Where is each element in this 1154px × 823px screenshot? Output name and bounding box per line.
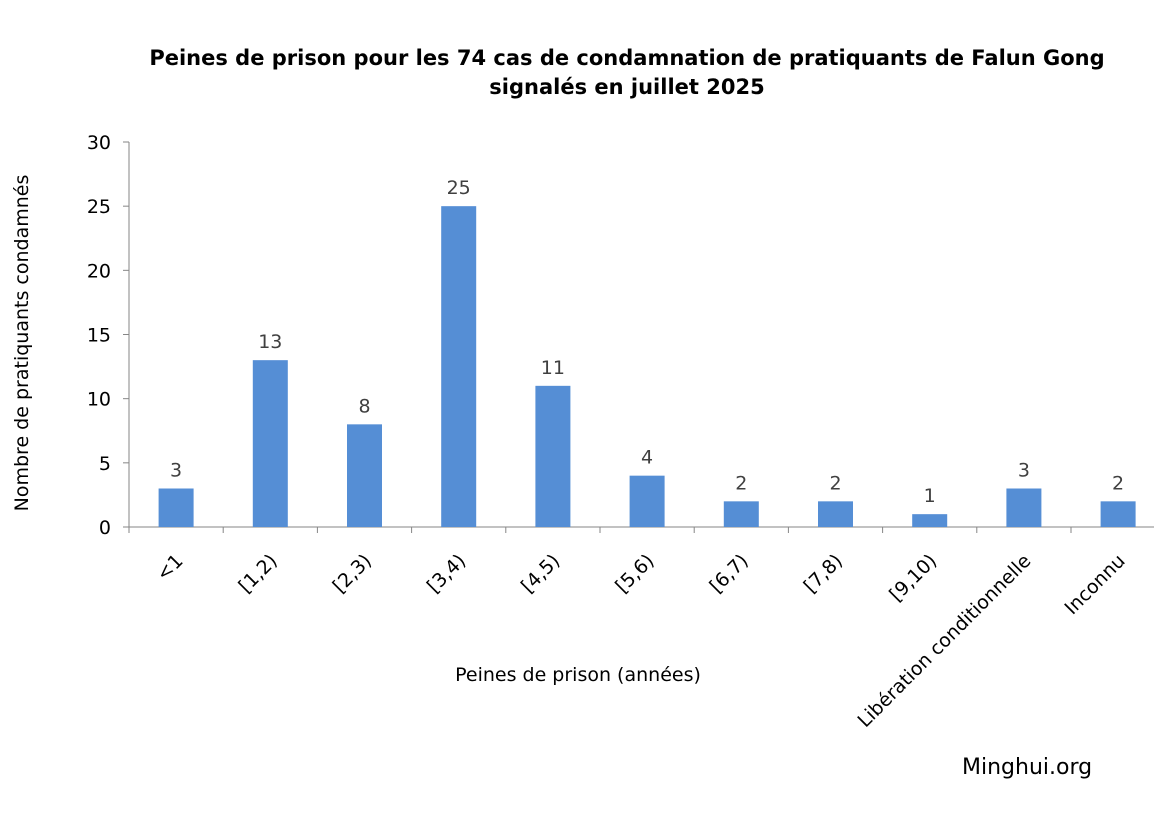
- x-tick-label: [4,5): [517, 550, 564, 597]
- bar: [1006, 488, 1042, 527]
- x-tick-label: [5,6): [611, 550, 658, 597]
- x-axis-title: Peines de prison (années): [455, 664, 701, 686]
- x-tick-label: Libération conditionnelle: [853, 550, 1035, 732]
- bar: [1100, 501, 1136, 527]
- data-label: 1: [924, 485, 936, 507]
- bar: [535, 385, 571, 527]
- chart-title-line-1: Peines de prison pour les 74 cas de cond…: [149, 46, 1105, 70]
- bar: [347, 424, 382, 527]
- bar: [723, 501, 759, 527]
- data-label: 2: [735, 472, 747, 494]
- data-label: 8: [358, 395, 370, 417]
- data-label: 13: [258, 331, 282, 353]
- y-tick-label: 0: [99, 517, 111, 539]
- bar: [629, 475, 665, 527]
- x-tick-labels: <1 [1,2) [2,3) [3,4) [4,5) [5,6) [6,7) [7,8) [9,…: [152, 550, 1129, 732]
- data-label: 11: [541, 357, 565, 379]
- bar: [158, 488, 194, 527]
- y-tick-label: 10: [87, 389, 111, 411]
- data-label: 3: [1018, 460, 1030, 482]
- y-tick-label: 30: [87, 132, 111, 154]
- bar: [912, 514, 948, 527]
- x-tick-label: [2,3): [329, 550, 376, 597]
- data-label: 2: [1112, 472, 1124, 494]
- x-tick-label: Inconnu: [1060, 550, 1129, 619]
- x-axis: [128, 526, 1154, 533]
- x-tick-label: [1,2): [234, 550, 281, 597]
- bar: [818, 501, 853, 527]
- x-tick-label: [3,4): [423, 550, 470, 597]
- x-tick-label: [9,10): [885, 550, 941, 606]
- y-axis-title: Nombre de pratiquants condamnés: [11, 175, 33, 512]
- x-tick-label: [6,7): [705, 550, 752, 597]
- x-tick-label: <1: [152, 550, 187, 585]
- chart-title: Peines de prison pour les 74 cas de cond…: [100, 44, 1154, 102]
- data-label: 2: [829, 472, 841, 494]
- bars: [158, 206, 1136, 527]
- y-axis: 0 5 10 15 20 25 30: [87, 132, 130, 539]
- y-tick-label: 5: [99, 453, 111, 475]
- chart-title-line-2: signalés en juillet 2025: [489, 75, 765, 99]
- y-tick-label: 25: [87, 196, 111, 218]
- y-tick-label: 20: [87, 260, 111, 282]
- bar: [252, 360, 288, 527]
- x-tick-label: [7,8): [800, 550, 847, 597]
- data-label: 25: [447, 177, 471, 199]
- data-label: 3: [170, 460, 182, 482]
- bar: [441, 206, 477, 527]
- data-label: 4: [641, 447, 653, 469]
- watermark: Minghui.org: [962, 755, 1093, 780]
- y-tick-label: 15: [87, 325, 111, 347]
